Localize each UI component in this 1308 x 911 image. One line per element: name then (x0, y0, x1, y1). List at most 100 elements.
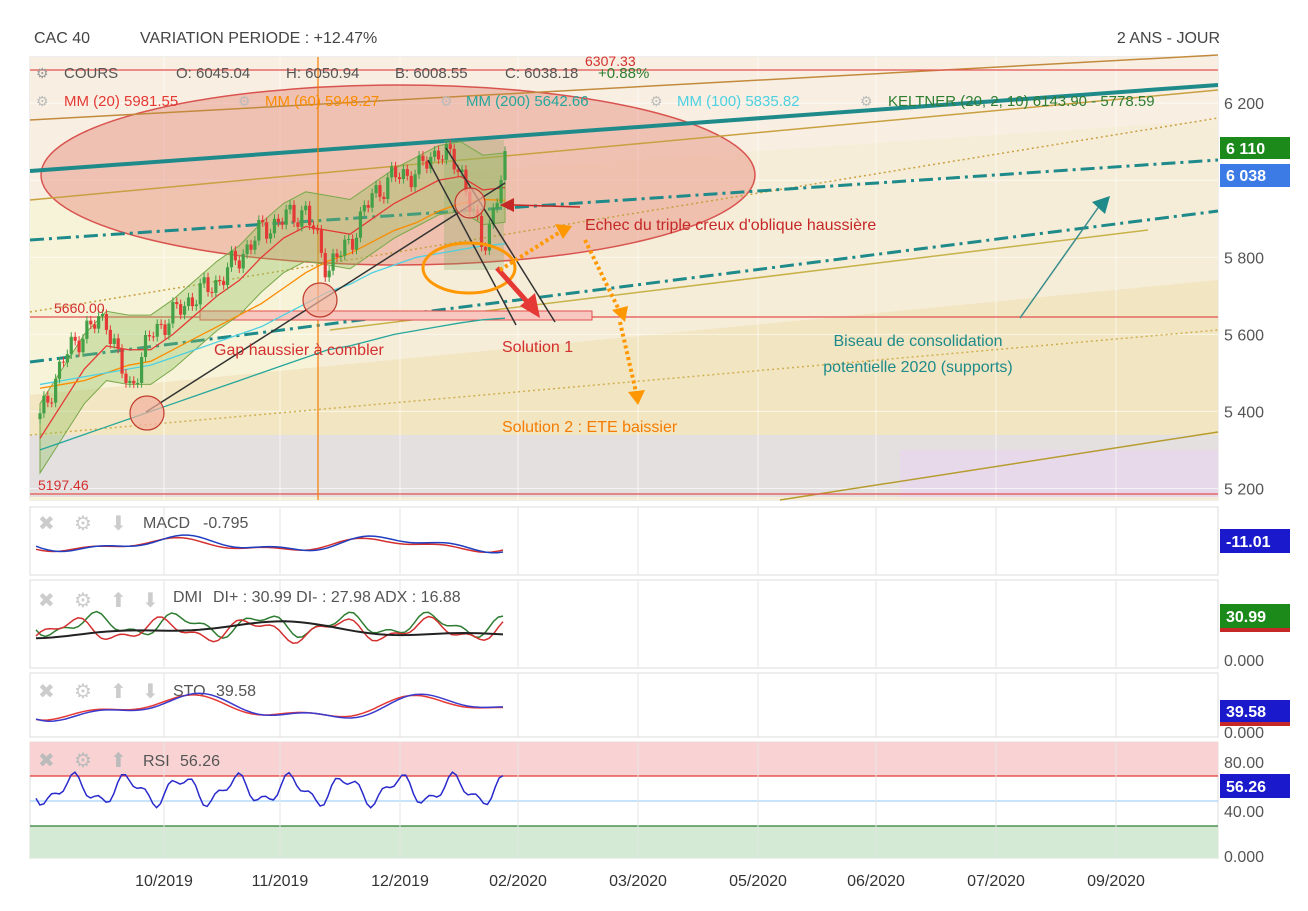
candle-body (81, 339, 84, 352)
candle-body (308, 206, 311, 226)
candle-body (179, 304, 182, 315)
x-tick-label: 05/2020 (729, 873, 787, 890)
candle-body (206, 277, 209, 292)
candle-body (273, 219, 276, 234)
candle-body (417, 156, 420, 175)
candle-body (288, 205, 291, 210)
sto-down-icon[interactable]: ⬇ (142, 681, 159, 703)
rsi-close-icon[interactable]: ✖ (38, 750, 55, 772)
candle-body (93, 324, 96, 328)
candle-body (335, 253, 338, 257)
change-value: +0.88% (598, 65, 649, 82)
candle-body (359, 211, 362, 237)
candle-body (339, 256, 342, 257)
candle-body (249, 245, 252, 250)
candle-body (269, 233, 272, 238)
candle-body (347, 239, 350, 240)
candle-body (163, 324, 166, 335)
close-tag-text: 6 038 (1226, 168, 1266, 185)
candle-body (70, 337, 73, 354)
mm200-gear-icon[interactable]: ⚙ (440, 93, 453, 109)
sto-tag-text: 39.58 (1226, 704, 1266, 721)
candle-body (46, 396, 49, 403)
solution2-annotation: Solution 2 : ETE baissier (502, 419, 678, 436)
x-tick-label: 07/2020 (967, 873, 1025, 890)
candle-body (437, 151, 440, 160)
candle-body (120, 349, 123, 374)
macd-gear-icon[interactable]: ⚙ (74, 513, 92, 535)
sto-gear-icon[interactable]: ⚙ (74, 681, 92, 703)
keltner-gear-icon[interactable]: ⚙ (860, 93, 873, 109)
dmi-gear-icon[interactable]: ⚙ (74, 590, 92, 612)
macd-close-icon[interactable]: ✖ (38, 513, 55, 535)
rsi-axis-0: 0.000 (1224, 849, 1264, 866)
candle-body (324, 253, 327, 277)
open-value: O: 6045.04 (176, 65, 250, 82)
dmi-panel: ✖ ⚙ ⬆ ⬇ DMI DI+ : 30.99 DI- : 27.98 ADX … (30, 580, 1290, 670)
candle-body (183, 306, 186, 315)
close-value: C: 6038.18 (505, 65, 578, 82)
candle-body (355, 238, 358, 250)
period-selector[interactable]: 2 ANS - JOUR (1117, 30, 1220, 47)
rsi-axis-40: 40.00 (1224, 804, 1264, 821)
mm100-gear-icon[interactable]: ⚙ (650, 93, 663, 109)
candle-body (156, 324, 159, 337)
macd-value: -0.795 (203, 515, 248, 532)
candle-body (38, 413, 41, 419)
price-tag-close: 6 038 (1220, 164, 1290, 187)
candle-body (265, 222, 268, 239)
candle-body (292, 205, 295, 222)
candle-body (50, 402, 53, 403)
candle-body (210, 292, 213, 293)
dmi-up-icon[interactable]: ⬆ (110, 590, 127, 612)
candle-body (343, 240, 346, 256)
candle-body (124, 374, 127, 383)
low-value: B: 6008.55 (395, 65, 468, 82)
candle-body (230, 251, 233, 267)
dmi-panel-frame (30, 580, 1218, 668)
candle-body (140, 357, 143, 383)
macd-label: MACD (143, 515, 190, 532)
low-circle-3 (455, 188, 485, 218)
sto-up-icon[interactable]: ⬆ (110, 681, 127, 703)
x-tick-label: 12/2019 (371, 873, 429, 890)
dmi-axis-zero: 0.000 (1224, 653, 1264, 670)
rsi-panel: ✖ ⚙ ⬆ RSI 56.26 80.00 56.26 40.00 0.000 (30, 742, 1290, 866)
candle-body (410, 176, 413, 187)
candle-body (414, 174, 417, 187)
mm20-gear-icon[interactable]: ⚙ (36, 93, 49, 109)
dmi-down-icon[interactable]: ⬇ (142, 590, 159, 612)
candle-body (42, 396, 45, 414)
candle-body (449, 144, 452, 149)
candle-body (54, 379, 57, 403)
candle-body (203, 277, 206, 283)
dmi-tag-text: 30.99 (1226, 609, 1266, 626)
candle-body (195, 304, 198, 306)
candle-body (421, 156, 424, 161)
sto-close-icon[interactable]: ✖ (38, 681, 55, 703)
mm60-gear-icon[interactable]: ⚙ (238, 93, 251, 109)
candle-body (499, 180, 502, 203)
y-tick-label: 5 600 (1224, 327, 1264, 344)
variation-label: VARIATION PERIODE : +12.47% (140, 30, 377, 47)
candle-body (441, 159, 444, 160)
candle-body (117, 338, 120, 348)
macd-down-icon[interactable]: ⬇ (110, 513, 127, 535)
candle-body (136, 383, 139, 384)
candle-body (261, 220, 264, 222)
dmi-value: DI+ : 30.99 DI- : 27.98 ADX : 16.88 (213, 589, 461, 606)
candle-body (304, 206, 307, 211)
x-tick-label: 11/2019 (252, 873, 309, 890)
sto-value: 39.58 (216, 683, 256, 700)
echec-annotation: Echec du triple creux d'oblique haussièr… (585, 217, 876, 234)
gear-icon[interactable]: ⚙ (36, 65, 49, 81)
y-tick-label: 6 200 (1224, 96, 1264, 113)
rsi-up-icon[interactable]: ⬆ (110, 750, 127, 772)
low-circle-1 (130, 396, 164, 430)
candle-body (445, 144, 448, 160)
dmi-close-icon[interactable]: ✖ (38, 590, 55, 612)
rsi-gear-icon[interactable]: ⚙ (74, 750, 92, 772)
candle-body (277, 219, 280, 222)
candle-body (281, 222, 284, 225)
candle-body (425, 161, 428, 169)
